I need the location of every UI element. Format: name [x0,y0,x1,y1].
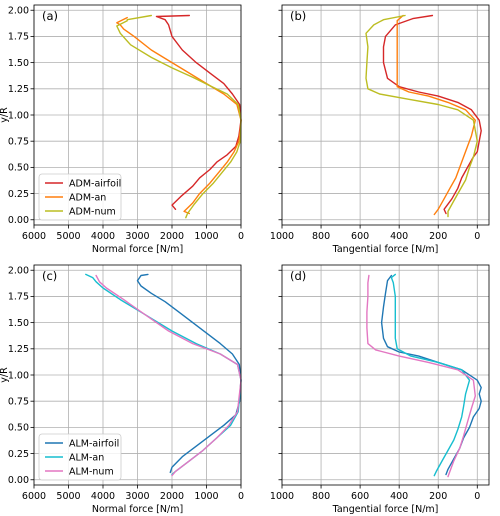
panel-c: 6000 5000 4000 3000 2000 1000 0 0.00 0.25 0.50 0.7… [0,264,244,515]
y-tick-label: 0.50 [8,423,29,434]
x-axis-label: Normal force [N/m] [92,504,183,515]
legend: ADM-airfoil ADM-an ADM-num [38,173,122,221]
x-tick-label: 400 [390,491,408,502]
panel-d: 1000 800 600 400 200 0 (d) Tangential force [N/… [270,264,490,515]
panel-label: (c) [42,269,57,283]
y-tick-label: 1.50 [8,58,29,69]
y-tick-label: 2.00 [8,266,29,277]
legend-entry: ADM-num [69,206,116,217]
x-tick-label: 0 [238,231,244,242]
y-tick-label: 1.25 [8,344,29,355]
x-tick-label: 5000 [56,231,80,242]
x-tick-label: 3000 [125,491,149,502]
x-tick-label: 1000 [270,231,294,242]
x-tick-label: 6000 [22,491,46,502]
y-tick-label: 1.25 [8,84,29,95]
series-line-adm-airfoil [155,14,242,211]
y-tick-label: 0.25 [8,189,29,200]
panel-label: (b) [290,9,306,23]
x-axis-label: Tangential force [N/m] [332,244,439,255]
x-tick-label: 200 [429,231,447,242]
panel-label: (a) [42,9,58,23]
legend-entry: ADM-an [69,192,106,203]
series-line-adm-num [116,14,242,219]
series-line-alm-airfoil [136,273,242,474]
legend-entry: ALM-an [69,452,104,463]
y-axis-label: y/R [0,107,10,123]
x-tick-label: 5000 [56,491,80,502]
legend: ALM-airfoil ALM-an ALM-num [38,433,122,481]
y-tick-label: 1.50 [8,318,29,329]
series-line-adm-an [396,14,476,216]
x-tick-label: 0 [474,491,480,502]
x-tick-label: 2000 [160,491,184,502]
x-tick-label: 4000 [91,231,115,242]
series-line-adm-num [365,14,478,218]
panel-b: 1000 800 600 400 200 0 (b) Tangential force [N/… [270,4,490,255]
series-line-alm-num [95,274,242,477]
x-tick-label: 1000 [194,491,218,502]
x-tick-label: 800 [312,231,330,242]
x-tick-label: 4000 [91,491,115,502]
y-tick-label: 2.00 [8,6,29,17]
x-tick-label: 1000 [194,231,218,242]
legend-entry: ALM-airfoil [69,438,119,449]
x-tick-label: 1000 [270,491,294,502]
x-tick-label: 3000 [125,231,149,242]
x-tick-label: 600 [351,491,369,502]
plot-frame [33,4,242,226]
y-axis-label: y/R [0,367,10,383]
x-tick-label: 0 [474,231,480,242]
y-tick-label: 0.75 [8,136,29,147]
x-tick-label: 800 [312,491,330,502]
y-tick-label: 1.00 [8,370,29,381]
y-tick-label: 1.75 [8,32,29,43]
x-axis-label: Tangential force [N/m] [332,504,439,515]
legend-entry: ALM-num [69,466,114,477]
panel-a: 6000 5000 4000 3000 2000 1000 0 0.00 0.25 0.50 0.7… [0,4,244,255]
y-tick-label: 0.50 [8,163,29,174]
y-tick-label: 1.75 [8,292,29,303]
y-tick-label: 0.75 [8,396,29,407]
x-tick-label: 0 [238,491,244,502]
panel-label: (d) [290,269,306,283]
y-tick-label: 0.25 [8,449,29,460]
x-tick-label: 2000 [160,231,184,242]
plot-frame [281,264,490,486]
series-line-adm-airfoil [382,14,482,215]
legend-box [38,433,122,481]
x-axis-label: Normal force [N/m] [92,244,183,255]
y-tick-label: 0.00 [8,475,29,486]
y-tick-label: 1.00 [8,110,29,121]
x-tick-label: 6000 [22,231,46,242]
y-tick-label: 0.00 [8,215,29,226]
series-line-alm-num [366,274,476,478]
plot-frame [33,264,242,486]
legend-entry: ADM-airfoil [69,178,121,189]
plot-frame [281,4,490,226]
x-tick-label: 200 [429,491,447,502]
legend-box [38,173,122,221]
x-tick-label: 600 [351,231,369,242]
x-tick-label: 400 [390,231,408,242]
